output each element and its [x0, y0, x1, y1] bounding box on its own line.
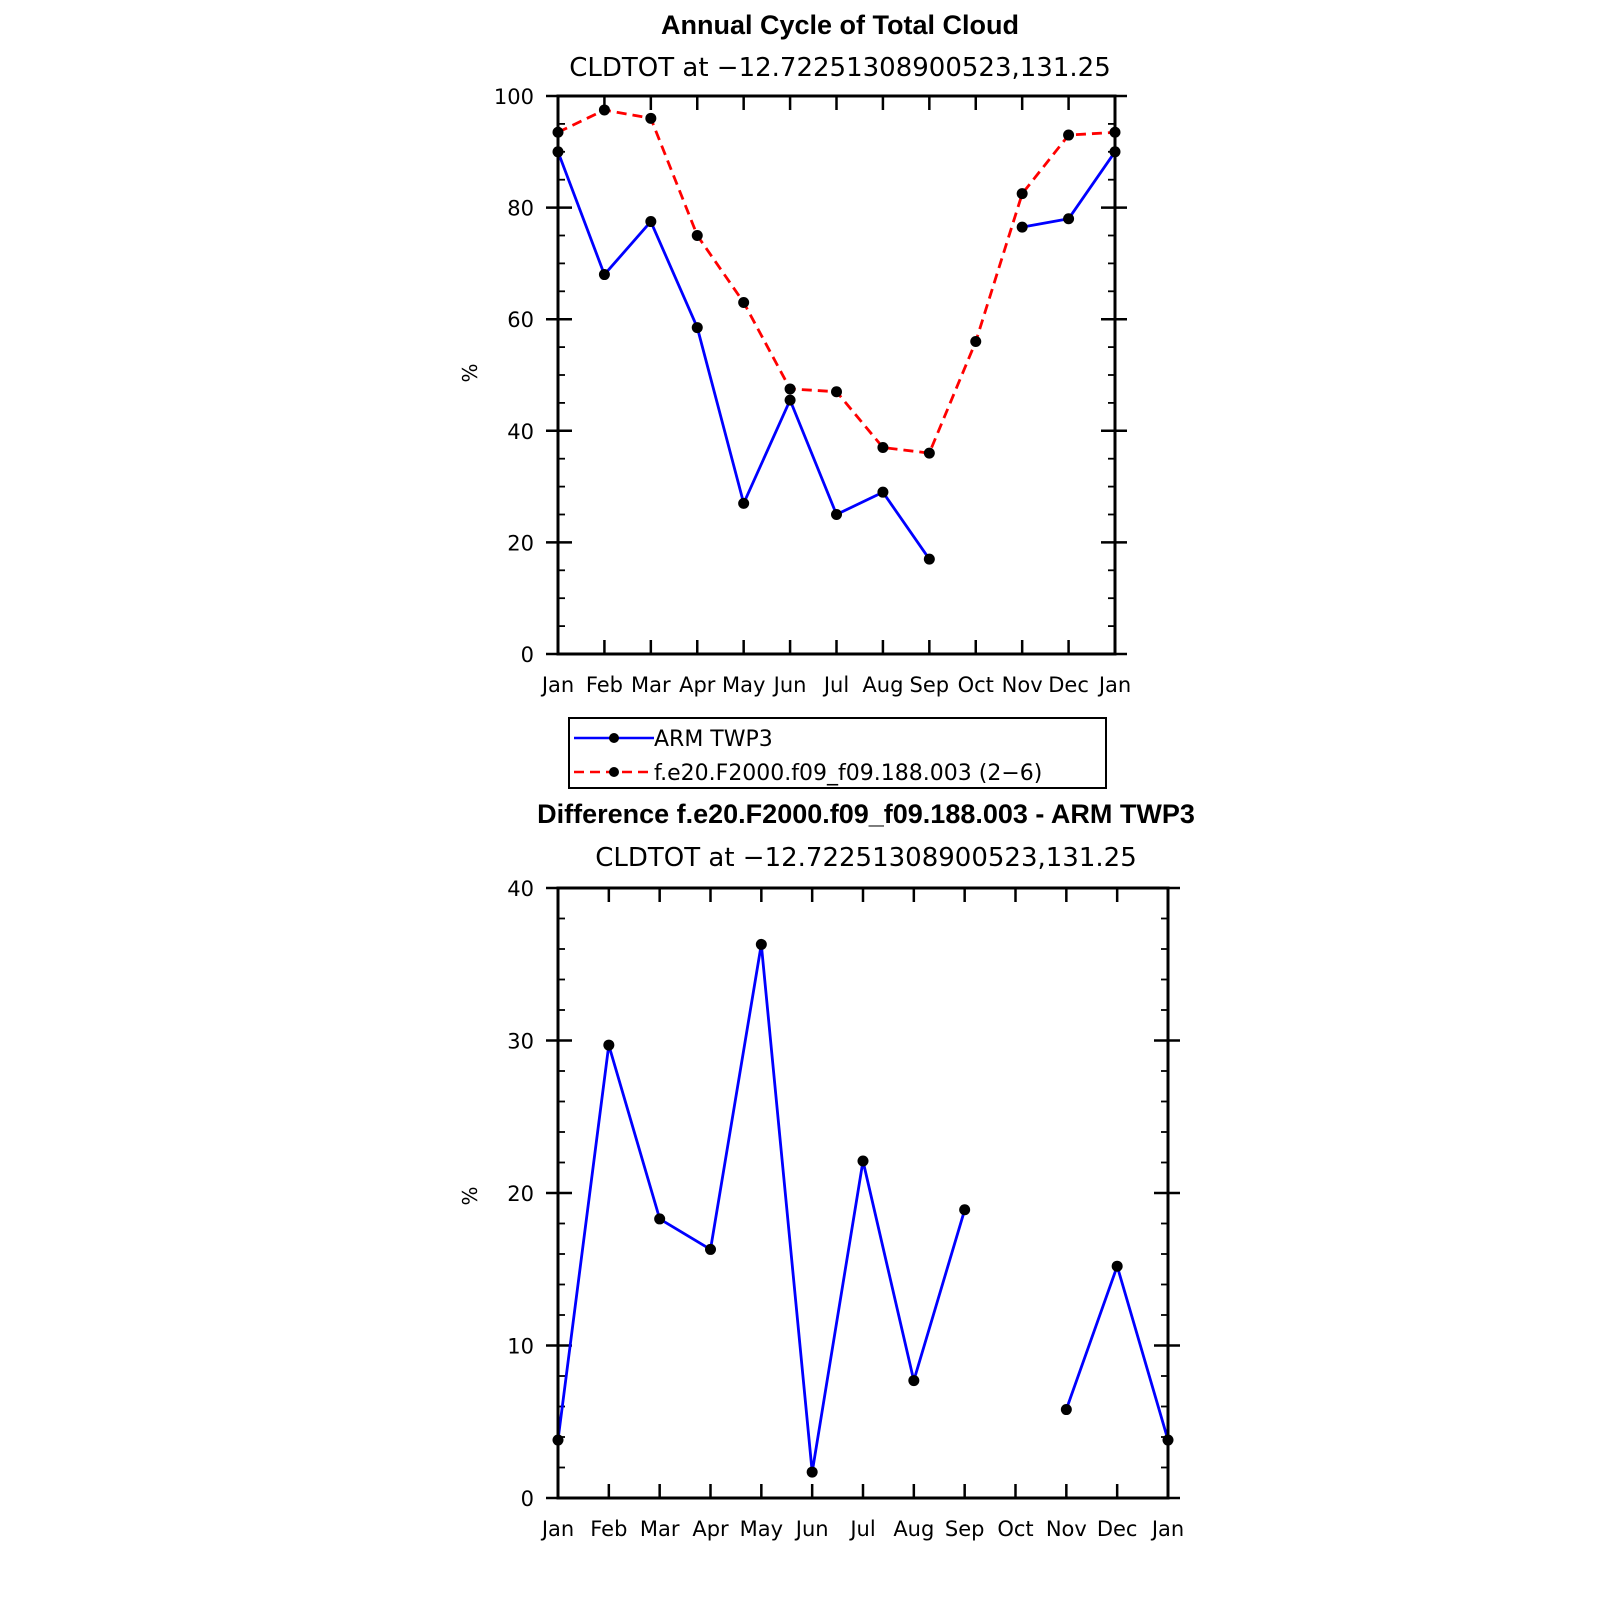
top-series-1-point	[1016, 188, 1028, 200]
legend-arm-label: ARM TWP3	[654, 727, 773, 752]
bottom-xtick-label: Nov	[1046, 1517, 1087, 1541]
top-chart: Annual Cycle of Total Cloud CLDTOT at −1…	[458, 10, 1131, 789]
bottom-xtick-label: Sep	[945, 1517, 985, 1541]
bottom-chart-title: Difference f.e20.F2000.f09_f09.188.003 -…	[537, 799, 1195, 829]
legend-arm-marker	[609, 733, 619, 743]
top-ytick-label: 0	[521, 643, 534, 667]
bottom-xtick-label: Jan	[1150, 1517, 1184, 1541]
top-xtick-label: Jun	[772, 673, 807, 697]
top-chart-subtitle: CLDTOT at −12.72251308900523,131.25	[569, 53, 1111, 83]
bottom-xtick-label: Aug	[893, 1517, 934, 1541]
top-series-0-point	[738, 497, 750, 509]
top-chart-title: Annual Cycle of Total Cloud	[661, 10, 1019, 40]
bottom-chart: Difference f.e20.F2000.f09_f09.188.003 -…	[458, 799, 1195, 1541]
bottom-series-0-point	[959, 1204, 971, 1216]
bottom-ytick-label: 30	[507, 1030, 534, 1054]
top-series-1-point	[923, 447, 935, 459]
bottom-series-0-point	[1060, 1404, 1072, 1416]
bottom-series-0-point	[1111, 1260, 1123, 1272]
top-chart-ylabel: %	[458, 363, 482, 382]
top-series-1-point	[1063, 129, 1075, 141]
bottom-ytick-label: 40	[507, 877, 534, 901]
top-series-1-point	[784, 383, 796, 395]
top-ytick-label: 40	[507, 420, 534, 444]
top-series-1-point	[970, 336, 982, 348]
top-xtick-label: Jan	[540, 673, 574, 697]
top-series-0-point	[877, 486, 889, 498]
top-xtick-label: Nov	[1002, 673, 1043, 697]
bottom-chart-frame	[556, 886, 1170, 1500]
top-xtick-label: Oct	[958, 673, 994, 697]
bottom-series-0-point	[857, 1155, 869, 1167]
top-series-0-point	[1016, 221, 1028, 233]
legend-model-marker	[609, 767, 619, 777]
bottom-chart-ylabel: %	[458, 1186, 482, 1205]
top-xtick-label: Sep	[910, 673, 950, 697]
bottom-xtick-label: Jul	[848, 1517, 875, 1541]
top-xtick-label: Dec	[1048, 673, 1089, 697]
top-xtick-label: Apr	[679, 673, 716, 697]
bottom-ytick-label: 20	[507, 1182, 534, 1206]
bottom-xtick-label: Dec	[1097, 1517, 1138, 1541]
bottom-ytick-label: 10	[507, 1335, 534, 1359]
bottom-series-0-point	[654, 1213, 666, 1225]
bottom-series-0-point	[755, 938, 767, 950]
bottom-ytick-label: 0	[521, 1487, 534, 1511]
top-series-0-point	[831, 509, 842, 520]
top-series-0-point	[1063, 213, 1075, 225]
top-chart-series	[552, 104, 1121, 565]
top-ytick-label: 20	[507, 531, 534, 555]
top-series-0-point	[645, 216, 657, 228]
bottom-series-0-line	[1064, 1264, 1170, 1441]
top-series-0-point	[598, 269, 610, 281]
top-series-1-point	[831, 386, 842, 398]
legend-box	[568, 717, 1107, 789]
top-series-0-point	[784, 394, 796, 406]
top-series-1-line	[557, 108, 1116, 455]
top-ytick-label: 60	[507, 308, 534, 332]
bottom-xtick-label: Oct	[997, 1517, 1033, 1541]
top-xtick-label: May	[722, 673, 765, 697]
top-series-1-point	[645, 112, 657, 124]
bottom-xtick-label: Feb	[590, 1517, 627, 1541]
top-xtick-label: Jul	[822, 673, 849, 697]
bottom-series-0-line	[556, 943, 967, 1474]
legend-model-label: f.e20.F2000.f09_f09.188.003 (2−6)	[654, 761, 1042, 786]
bottom-chart-ticks: Jan Feb Mar Apr May Jun Jul Aug Sep Oct Nov Dec Jan0…	[507, 877, 1184, 1541]
bottom-chart-subtitle: CLDTOT at −12.72251308900523,131.25	[595, 843, 1137, 873]
top-ytick-label: 100	[494, 85, 534, 109]
top-series-0-point	[691, 322, 703, 334]
top-series-1-point	[691, 230, 703, 241]
bottom-xtick-label: Mar	[640, 1517, 680, 1541]
top-xtick-label: Feb	[586, 673, 623, 697]
bottom-xtick-label: May	[740, 1517, 783, 1541]
bottom-series-0-point	[806, 1466, 818, 1478]
top-chart-frame	[556, 94, 1117, 656]
bottom-xtick-label: Jun	[794, 1517, 829, 1541]
top-xtick-label: Jan	[1097, 673, 1131, 697]
bottom-series-0-point	[603, 1039, 615, 1051]
bottom-xtick-label: Jan	[540, 1517, 574, 1541]
bottom-xtick-label: Apr	[692, 1517, 729, 1541]
bottom-chart-series	[552, 938, 1174, 1478]
top-series-1-point	[738, 296, 750, 308]
top-series-1-point	[877, 442, 889, 454]
top-chart-legend: ARM TWP3 f.e20.F2000.f09_f09.188.003 (2−…	[568, 717, 1107, 789]
bottom-series-0-point	[908, 1375, 920, 1387]
top-series-0-point	[923, 553, 935, 565]
bottom-series-0-point	[705, 1243, 716, 1255]
top-xtick-label: Mar	[631, 673, 671, 697]
top-ytick-label: 80	[507, 197, 534, 221]
top-xtick-label: Aug	[862, 673, 903, 697]
top-series-1-point	[598, 104, 610, 116]
